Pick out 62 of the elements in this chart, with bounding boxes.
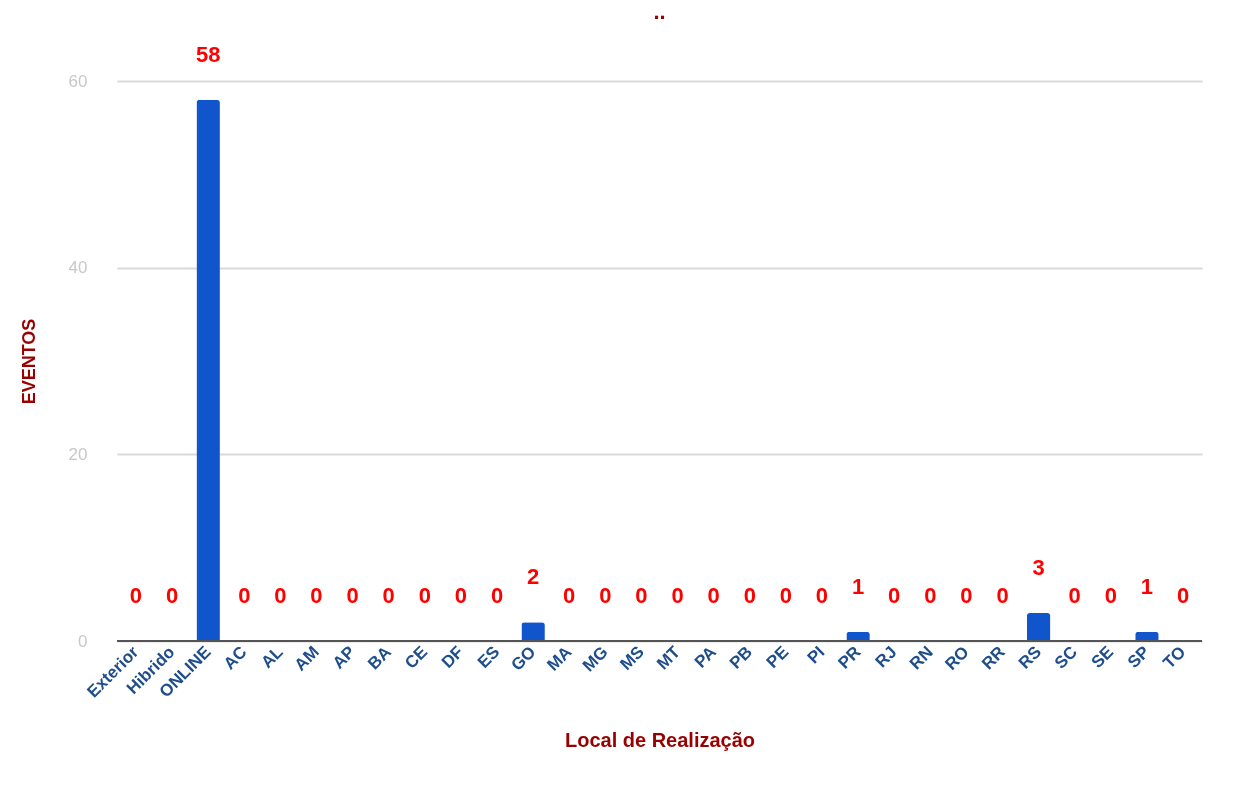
- x-tick-label: ES: [473, 642, 504, 672]
- x-tick-label: RO: [941, 642, 973, 674]
- data-label: 0: [165, 583, 179, 608]
- x-tick-label: SP: [1123, 642, 1154, 672]
- x-tick-label: PB: [725, 642, 757, 673]
- data-label: 0: [238, 583, 251, 608]
- x-tick-label: PA: [690, 642, 721, 672]
- x-tick-label: PR: [834, 642, 865, 673]
- bar: [1026, 613, 1051, 641]
- data-label: 0: [888, 583, 901, 608]
- x-tick-label: GO: [507, 642, 540, 675]
- data-label: 0: [454, 583, 468, 608]
- data-label: 0: [707, 583, 720, 608]
- data-label: 0: [924, 583, 937, 608]
- data-label: 0: [346, 583, 359, 608]
- data-label: 1: [851, 573, 865, 599]
- data-label: 0: [635, 583, 648, 608]
- data-label: 3: [1032, 555, 1045, 580]
- data-label: 0: [743, 583, 756, 608]
- x-tick-label: CE: [401, 642, 432, 673]
- x-tick-label: AL: [257, 642, 287, 672]
- x-tick-label: RJ: [871, 642, 901, 672]
- data-label: 0: [996, 583, 1009, 608]
- x-tick-label: AP: [328, 642, 359, 673]
- x-tick-label: PE: [762, 642, 793, 672]
- x-tick-label: BA: [364, 642, 396, 674]
- data-label: 0: [563, 583, 576, 608]
- x-tick-label: DF: [437, 642, 468, 672]
- data-label: 0: [129, 583, 143, 608]
- x-axis-title: Local de Realização: [564, 728, 756, 751]
- data-label: 0: [274, 583, 287, 608]
- data-label: 1: [1140, 573, 1154, 599]
- x-tick-label: PI: [803, 642, 829, 668]
- x-tick-label: MG: [578, 642, 612, 676]
- data-label: 0: [310, 583, 323, 608]
- y-axis-title: EVENTOS: [18, 318, 39, 405]
- data-label: 0: [1068, 583, 1081, 608]
- data-label: 0: [779, 583, 792, 608]
- x-tick-label: AC: [219, 642, 251, 674]
- x-tick-label: SE: [1087, 642, 1118, 672]
- data-label: 0: [490, 583, 504, 608]
- x-tick-label: RN: [905, 642, 937, 674]
- data-label: 0: [599, 583, 612, 608]
- x-tick-label: MS: [616, 642, 648, 674]
- x-tick-label: MT: [653, 641, 685, 674]
- x-tick-label: TO: [1159, 642, 1190, 673]
- data-label: 0: [382, 583, 395, 608]
- data-label: 0: [671, 583, 684, 608]
- chart-title: ..: [653, 0, 666, 24]
- data-label: 0: [1104, 583, 1117, 608]
- data-label: 0: [960, 583, 973, 608]
- x-tick-label: RS: [1014, 642, 1045, 673]
- data-label: 58: [195, 41, 221, 67]
- x-tick-label: MA: [543, 642, 576, 675]
- x-tick-label: SC: [1050, 642, 1082, 673]
- data-label: 0: [1176, 583, 1190, 608]
- data-label: 0: [815, 583, 829, 608]
- x-tick-label: AM: [290, 642, 323, 675]
- bar: [196, 99, 220, 641]
- data-label: 0: [418, 583, 431, 608]
- data-label: 2: [527, 564, 540, 590]
- x-tick-label: RR: [978, 642, 1009, 674]
